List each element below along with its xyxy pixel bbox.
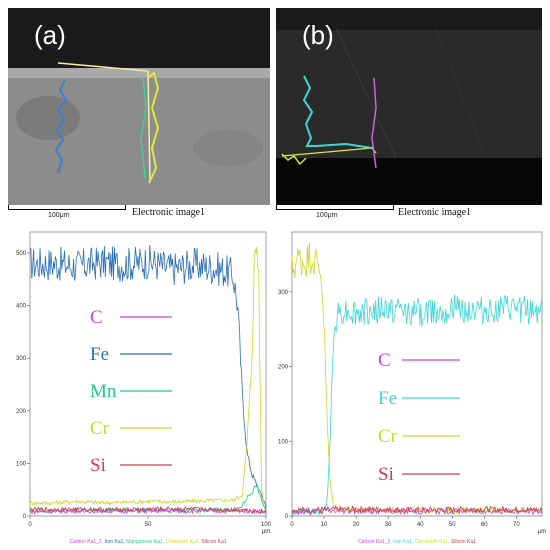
y-tick-label: 100 xyxy=(278,439,289,445)
x-tick-label: 50 xyxy=(145,522,152,528)
series-Si xyxy=(291,505,543,515)
legend-symbol-Si: Si xyxy=(90,455,106,476)
x-tick-label: 100 xyxy=(261,522,272,528)
element-list-footer: Carbon Ka1_2, Iron Ka1, Chromium Ka1, Si… xyxy=(358,539,476,545)
scale-label-b: 100μm xyxy=(316,212,338,219)
series-Fe_b xyxy=(291,294,543,516)
panel-letter-a: (a) xyxy=(34,20,66,50)
series-Fe xyxy=(29,244,267,508)
legend-symbol-Fe: Fe xyxy=(90,344,109,365)
plot-frame xyxy=(29,231,267,517)
x-tick-label: 50 xyxy=(449,522,456,528)
panel-letter-b: (b) xyxy=(302,20,334,50)
y-tick-label: 300 xyxy=(278,290,289,296)
x-tick-label: 40 xyxy=(417,522,424,528)
legend-symbol-Mn: Mn xyxy=(90,381,117,402)
x-tick-label: 0 xyxy=(28,522,32,528)
x-axis-label: μm xyxy=(262,529,270,535)
scan-profile-a-fe xyxy=(54,79,68,174)
scan-profile-a-mn xyxy=(140,77,147,179)
sem-image-b xyxy=(276,8,542,205)
sem-panel-a: (a) 100μm Electronic image1 xyxy=(8,8,270,219)
legend-symbol-Fe_b: Fe xyxy=(378,388,397,409)
footer-item-Si: Silicon Ka1 xyxy=(202,539,227,545)
y-tick-label: 500 xyxy=(16,251,27,257)
footer-item-C: Carbon Ka1_2, xyxy=(358,539,393,545)
footer-item-Fe_b: Iron Ka1, xyxy=(393,539,415,545)
scan-line-a-horizontal xyxy=(57,62,151,181)
legend-symbol-Cr: Cr xyxy=(90,418,110,439)
y-tick-label: 0 xyxy=(23,514,27,520)
scan-profile-b-c xyxy=(371,77,377,169)
series-Cr xyxy=(29,246,267,512)
scale-label-a: 100μm xyxy=(48,212,70,219)
x-tick-label: 10 xyxy=(321,522,328,528)
y-tick-label: 300 xyxy=(16,356,27,362)
series-C xyxy=(291,506,543,516)
y-tick-label: 100 xyxy=(16,461,27,467)
sem-image-a xyxy=(8,8,270,205)
plot-frame xyxy=(291,231,543,517)
y-tick-label: 400 xyxy=(16,304,27,310)
caption-b: Electronic image1 xyxy=(398,207,472,218)
footer-item-Mn: Manganese Ka1, xyxy=(126,539,165,545)
scan-profile-b-fe xyxy=(302,75,373,149)
x-tick-label: 20 xyxy=(353,522,360,528)
series-Si xyxy=(29,505,267,514)
legend-symbol-C: C xyxy=(378,350,391,371)
y-tick-label: 0 xyxy=(285,514,289,520)
footer-item-C: Carbon Ka1_2, xyxy=(69,539,104,545)
footer-item-Fe: Iron Ka1, xyxy=(105,539,127,545)
legend-symbol-Si: Si xyxy=(378,464,394,485)
x-tick-label: 0 xyxy=(290,522,294,528)
scan-profile-a-cr xyxy=(147,71,160,184)
scale-bar-a xyxy=(8,205,126,210)
sem-panel-b: (b) 100μm Electronic image1 xyxy=(276,8,542,219)
y-tick-label: 200 xyxy=(16,409,27,415)
line-scan-chart-b: 0 100 200 300 0 10 20 30 40 50 60 70 μm C Fe Cr Si Carbon… xyxy=(278,231,546,545)
legend-symbol-C: C xyxy=(90,307,103,328)
footer-item-Cr: Chromium Ka1, xyxy=(165,539,201,545)
element-list-footer: Carbon Ka1_2, Iron Ka1, Manganese Ka1, C… xyxy=(69,539,226,545)
x-tick-label: 60 xyxy=(481,522,488,528)
footer-item-Cr: Chromium Ka1, xyxy=(415,539,451,545)
scan-profile-b-cr xyxy=(281,153,307,166)
caption-a: Electronic image1 xyxy=(132,207,206,218)
scale-bar-b xyxy=(276,205,394,210)
y-tick-label: 200 xyxy=(278,365,289,371)
legend-symbol-Cr: Cr xyxy=(378,426,398,447)
footer-item-Si: Silicon Ka1 xyxy=(451,539,476,545)
x-axis-label: μm xyxy=(538,529,546,535)
x-tick-label: 70 xyxy=(513,522,520,528)
x-tick-label: 30 xyxy=(385,522,392,528)
